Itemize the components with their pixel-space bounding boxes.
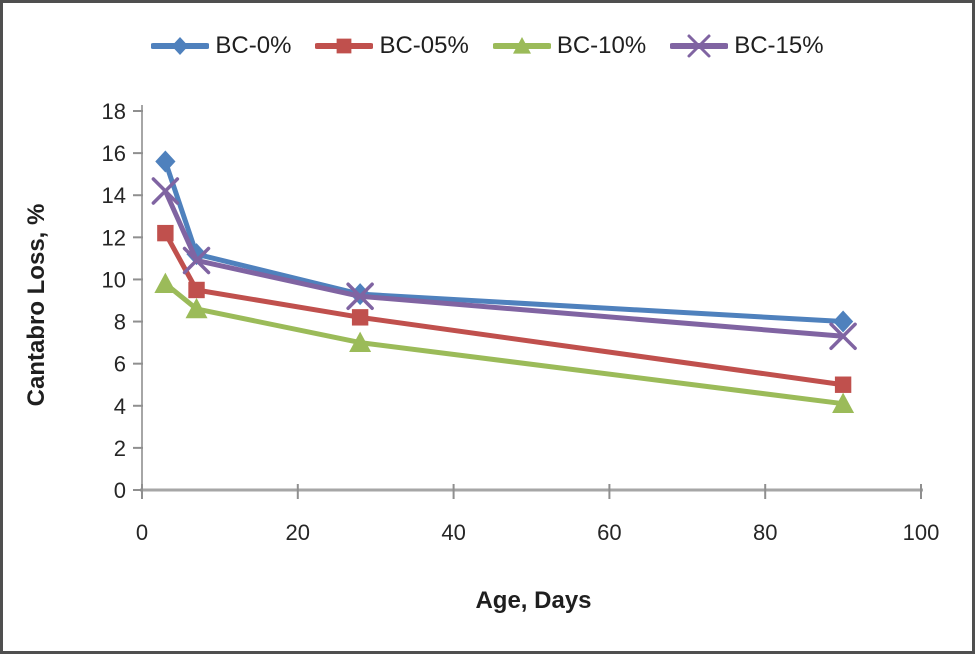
diamond-marker — [155, 150, 176, 173]
x-marker — [346, 282, 374, 311]
x-tick-label: 40 — [441, 520, 465, 545]
plot-area: 0 2 4 6 8 10 12 14 16 18 0 20 40 60 80 100 — [102, 99, 940, 545]
triangle-marker — [832, 392, 855, 414]
square-marker — [351, 309, 369, 326]
y-tick-label: 0 — [114, 478, 126, 503]
x-tick-label: 20 — [286, 520, 310, 545]
series-BC-15% — [151, 177, 857, 351]
y-tick-label: 16 — [102, 141, 126, 166]
x-axis-title: Age, Days — [475, 587, 592, 614]
square-marker — [188, 281, 205, 299]
y-axis-title: Cantabro Loss, % — [23, 203, 50, 407]
x-tick-label: 80 — [753, 520, 777, 545]
y-tick-label: 14 — [102, 183, 126, 208]
y-tick-label: 12 — [102, 225, 126, 250]
x-marker — [829, 322, 857, 351]
series-line — [162, 281, 846, 407]
x-tick-label: 100 — [903, 520, 940, 545]
series-BC-10% — [154, 272, 855, 414]
series-line — [162, 188, 846, 339]
x-tick-label: 0 — [136, 520, 148, 545]
square-marker — [834, 376, 852, 393]
y-tick-label: 10 — [102, 267, 126, 292]
series-line — [162, 230, 846, 388]
series-BC-05% — [157, 224, 852, 393]
x-marker — [182, 246, 211, 275]
y-tick-label: 4 — [114, 394, 126, 419]
y-tick-label: 8 — [114, 310, 126, 335]
y-tick-label: 18 — [102, 99, 126, 124]
y-tick-label: 6 — [114, 352, 126, 377]
x-marker — [151, 177, 180, 205]
x-tick-label: 60 — [597, 520, 621, 545]
y-tick-label: 2 — [114, 436, 126, 461]
diamond-marker — [832, 310, 854, 333]
triangle-marker — [349, 331, 372, 352]
series-line — [162, 159, 846, 325]
triangle-marker — [154, 272, 177, 294]
series-BC-0% — [155, 150, 854, 333]
square-marker — [157, 224, 174, 242]
triangle-marker — [185, 297, 208, 319]
